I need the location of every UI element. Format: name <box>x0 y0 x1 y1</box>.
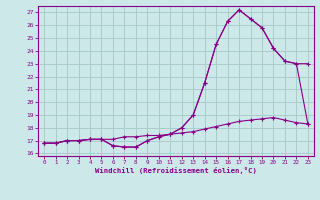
X-axis label: Windchill (Refroidissement éolien,°C): Windchill (Refroidissement éolien,°C) <box>95 167 257 174</box>
